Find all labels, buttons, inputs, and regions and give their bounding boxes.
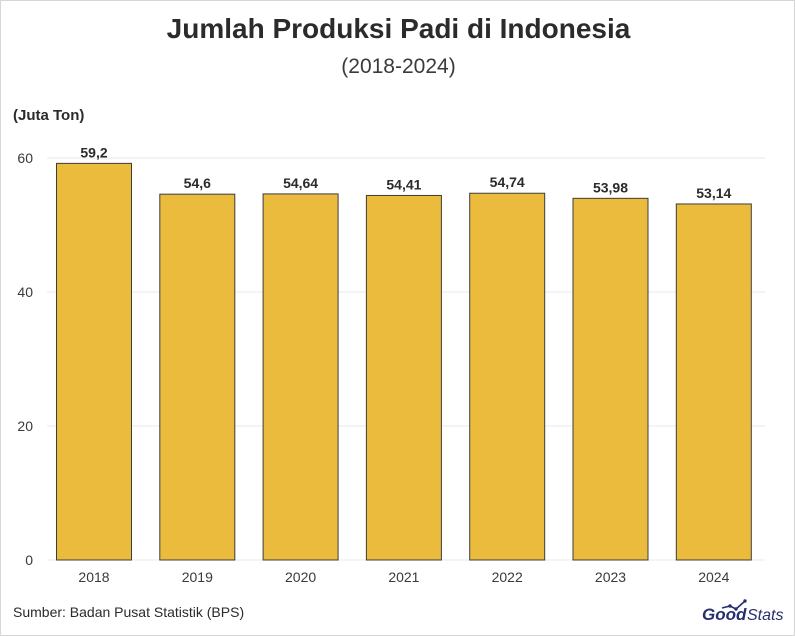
bar-value-label: 54,6 — [184, 175, 211, 191]
y-tick-label: 40 — [17, 284, 33, 300]
bar-value-label: 54,74 — [490, 174, 525, 190]
logo-stats-text: Stats — [747, 607, 783, 624]
x-tick-label: 2022 — [492, 569, 523, 585]
logo-trend-line — [721, 600, 746, 610]
y-axis-unit-label: (Juta Ton) — [13, 107, 85, 124]
bar-value-label: 59,2 — [80, 144, 107, 160]
bar-value-label: 54,41 — [386, 176, 421, 192]
bar — [572, 197, 649, 561]
bar — [56, 162, 132, 561]
x-tick-label: 2019 — [182, 569, 213, 585]
bar-value-label: 53,98 — [593, 179, 628, 195]
logo-dot — [734, 607, 738, 611]
bar-value-label: 54,64 — [283, 175, 318, 191]
logo-dot — [743, 599, 747, 603]
x-tick-label: 2020 — [285, 569, 316, 585]
x-tick-label: 2018 — [78, 569, 109, 585]
x-tick-label: 2021 — [388, 569, 419, 585]
x-tick-label: 2023 — [595, 569, 626, 585]
bar — [469, 192, 546, 561]
x-tick-label: 2024 — [698, 569, 729, 585]
bar-value-label: 53,14 — [696, 185, 731, 201]
chart-subtitle: (2018-2024) — [341, 55, 456, 78]
bar — [159, 193, 236, 561]
source-note: Sumber: Badan Pusat Statistik (BPS) — [13, 604, 245, 620]
bar — [365, 194, 442, 561]
logo-dot — [728, 604, 732, 608]
y-tick-label: 20 — [17, 418, 33, 434]
goodstats-logo: Good Stats — [702, 599, 783, 624]
bar — [675, 203, 752, 561]
y-tick-label: 60 — [17, 150, 33, 166]
chart-title: Jumlah Produksi Padi di Indonesia — [166, 13, 631, 44]
bar — [262, 193, 339, 561]
y-tick-label: 0 — [25, 552, 33, 568]
